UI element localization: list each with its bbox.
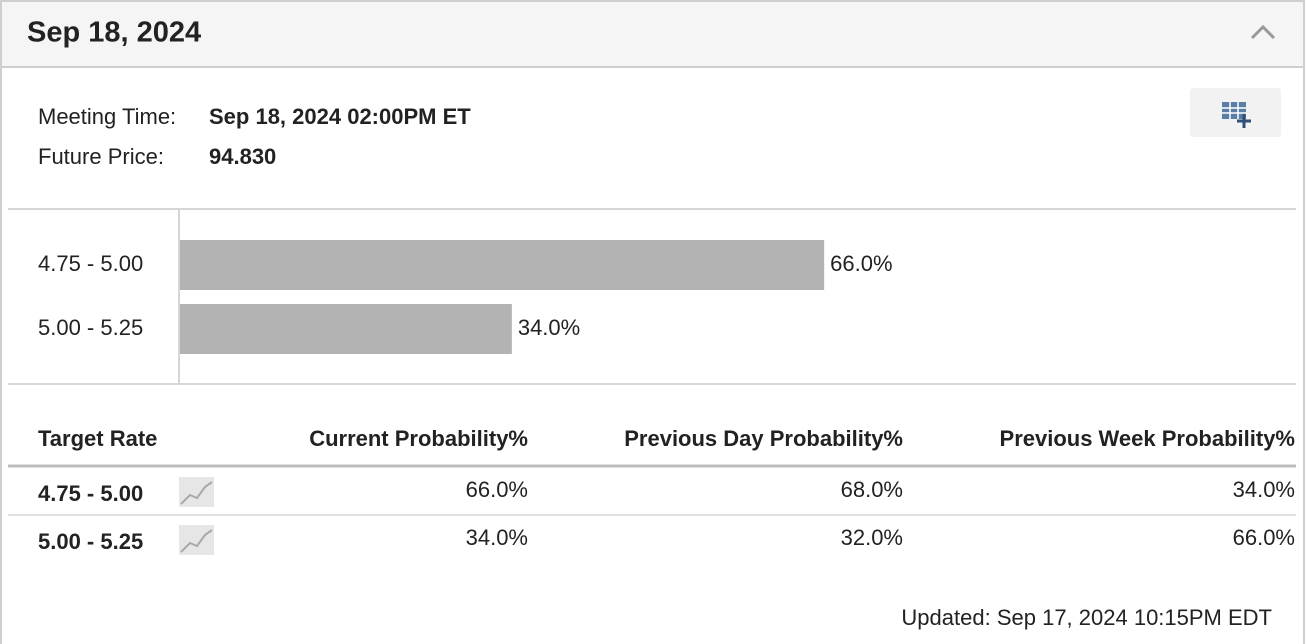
table-cell: 66.0% bbox=[1233, 525, 1295, 550]
bar bbox=[180, 240, 825, 290]
table-header: Previous Day Probability% bbox=[624, 426, 903, 451]
bar-category-label: 4.75 - 5.00 bbox=[38, 251, 143, 276]
table-cell: 34.0% bbox=[466, 525, 528, 550]
bar-value-label: 66.0% bbox=[830, 251, 892, 276]
table-header: Previous Week Probability% bbox=[1000, 426, 1295, 451]
header-title: Sep 18, 2024 bbox=[27, 17, 201, 49]
sparkline-icon[interactable] bbox=[179, 525, 214, 555]
table-export-button[interactable] bbox=[1190, 88, 1281, 137]
bar bbox=[180, 304, 512, 354]
table-rate: 5.00 - 5.25 bbox=[38, 529, 143, 554]
bar-category-label: 5.00 - 5.25 bbox=[38, 315, 143, 340]
meeting-time-value: Sep 18, 2024 02:00PM ET bbox=[209, 104, 471, 129]
table-cell: 32.0% bbox=[841, 525, 903, 550]
table-cell: 68.0% bbox=[841, 477, 903, 502]
table-cell: 34.0% bbox=[1233, 477, 1295, 502]
sparkline-icon[interactable] bbox=[179, 477, 214, 507]
bar-value-label: 34.0% bbox=[518, 315, 580, 340]
table-cell: 66.0% bbox=[466, 477, 528, 502]
updated-note: Updated: Sep 17, 2024 10:15PM EDT bbox=[901, 605, 1272, 630]
future-price-value: 94.830 bbox=[209, 144, 276, 169]
table-rate: 4.75 - 5.00 bbox=[38, 481, 143, 506]
meeting-time-label: Meeting Time: bbox=[38, 104, 176, 129]
card-header[interactable] bbox=[0, 0, 1305, 68]
future-price-label: Future Price: bbox=[38, 144, 164, 169]
table-header: Target Rate bbox=[38, 426, 157, 451]
table-header: Current Probability% bbox=[309, 426, 528, 451]
collapse-chevron[interactable] bbox=[1250, 24, 1276, 40]
